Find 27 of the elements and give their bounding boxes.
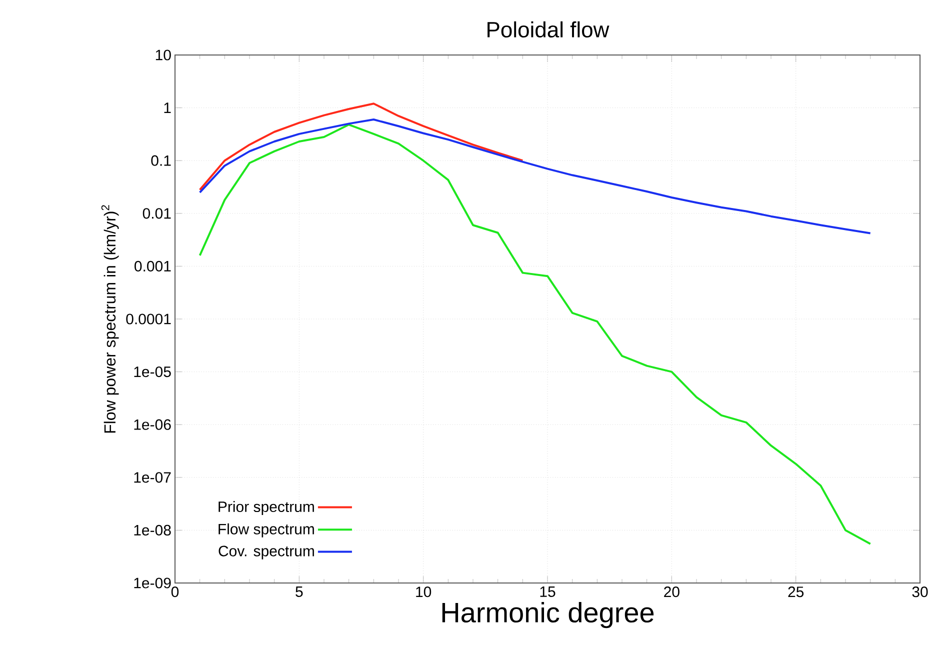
y-tick-label: 1e-07: [134, 472, 171, 483]
x-tick-label: 10: [416, 586, 432, 598]
y-tick-label: 1: [164, 102, 171, 113]
chart-title: Poloidal flow: [488, 21, 610, 38]
y-axis-title: Flow power spectrum in (km/yr)$^{2}$: [101, 205, 119, 433]
y-tick-label: 1e-05: [134, 366, 171, 378]
y-tick-label: 0.001: [134, 260, 171, 272]
line-series: [198, 118, 872, 234]
y-tick-label: 0.0001: [126, 314, 171, 324]
x-tick-label: 25: [788, 586, 804, 598]
y-tick-label: 1e-06: [134, 419, 171, 430]
x-tick-label: 30: [912, 586, 928, 598]
line-series: [198, 102, 524, 191]
y-tick-label: 10: [156, 50, 171, 60]
legend-label: Prior spectrum: [218, 501, 314, 516]
x-tick-label: 5: [296, 586, 303, 597]
legend-label: Cov. spectrum: [218, 546, 314, 560]
x-axis-title: Harmonic degree: [442, 602, 654, 628]
legend-label: Flow spectrum: [218, 523, 314, 538]
y-tick-label: 1e-08: [134, 524, 171, 536]
y-tick-label: 0.01: [142, 208, 171, 219]
x-tick-label: 20: [664, 586, 680, 598]
line-series: [198, 124, 872, 545]
x-tick-label: 0: [171, 586, 179, 598]
y-tick-label: 0.1: [151, 155, 171, 166]
y-tick-label: 1e-09: [134, 578, 171, 588]
x-tick-label: 15: [540, 586, 556, 597]
